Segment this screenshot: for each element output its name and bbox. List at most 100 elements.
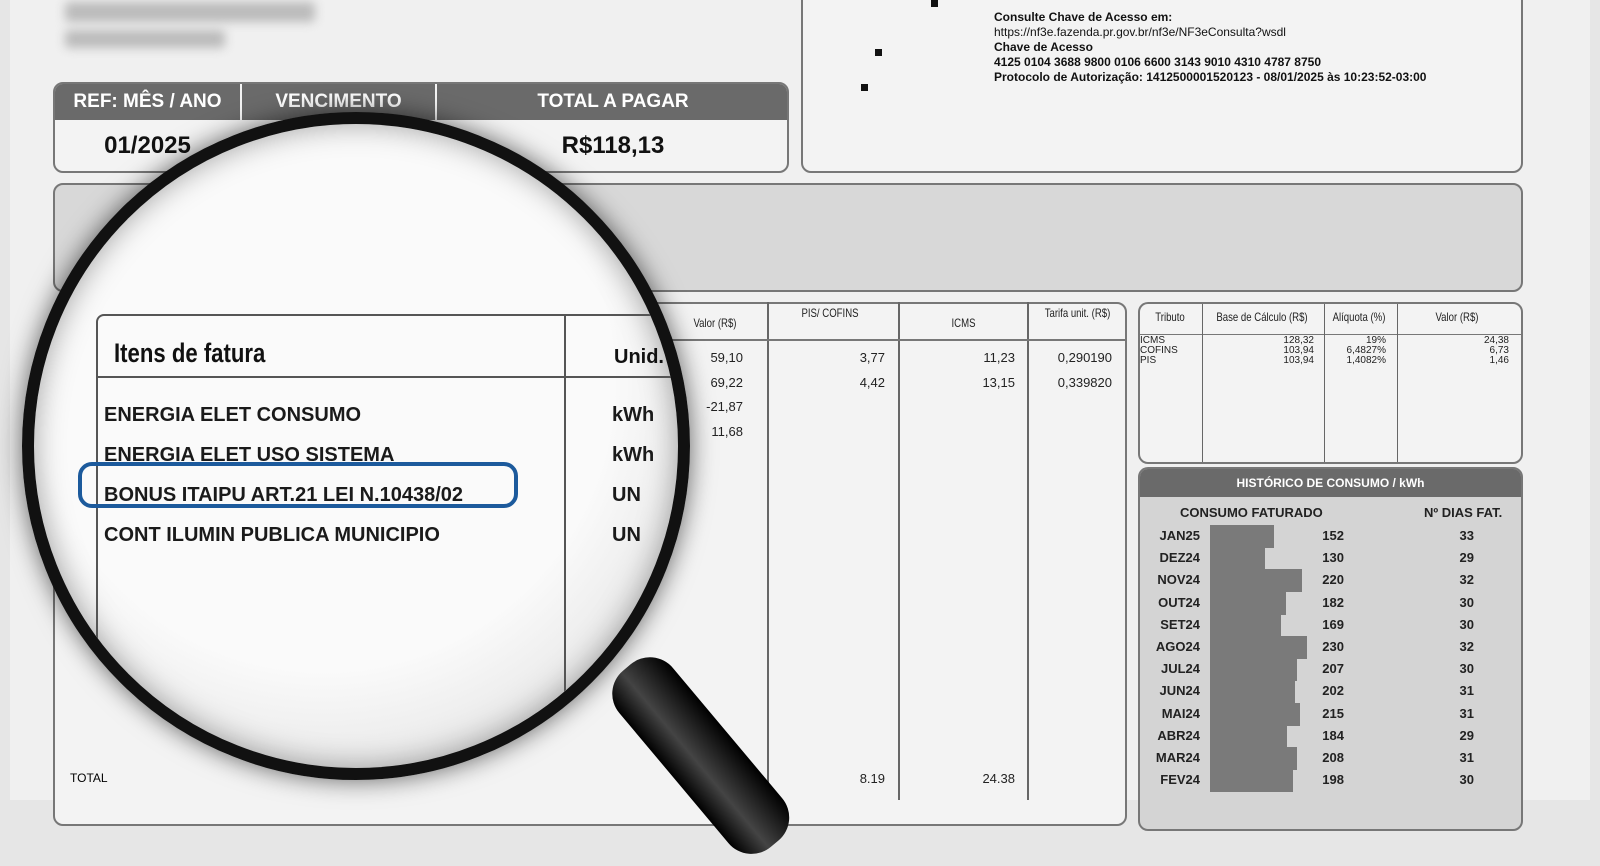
access-url[interactable]: https://nf3e.fazenda.pr.gov.br/nf3e/NF3e… (994, 25, 1286, 39)
history-kwh: 220 (1322, 572, 1344, 588)
item-unit: kWh (612, 404, 655, 426)
highlight-bonus-itaipu (78, 462, 518, 508)
history-month: SET24 (1160, 616, 1200, 632)
access-line3: Chave de Acesso (994, 40, 1093, 54)
tax-header: Base de Cálculo (R$) (1216, 310, 1308, 324)
history-days: 31 (1459, 750, 1474, 765)
history-month: DEZ24 (1159, 550, 1200, 566)
history-month: MAI24 (1161, 705, 1200, 721)
total-pis: 8.19 (859, 771, 885, 786)
access-key: 4125 0104 3688 9800 0106 6600 3143 9010 … (994, 55, 1321, 69)
magnifier-lens: Itens de fatura Unid. ENERGIA ELET CONSU… (22, 112, 690, 780)
ref-label: REF: MÊS / ANO (55, 84, 240, 120)
access-line1: Consulte Chave de Acesso em: (994, 10, 1173, 24)
item-description: CONT ILUMIN PUBLICA MUNICIPIO (104, 524, 440, 546)
total-icms: 24.38 (982, 771, 1015, 786)
history-col-dias: Nº DIAS FAT. (1424, 505, 1503, 520)
item-description: ENERGIA ELET CONSUMO (104, 404, 362, 426)
item-valor: 59,10 (710, 350, 743, 365)
history-title: HISTÓRICO DE CONSUMO / kWh (1140, 469, 1521, 497)
history-kwh: 152 (1322, 528, 1344, 543)
unit-header: Unid. (614, 346, 664, 368)
history-month: OUT24 (1158, 594, 1200, 610)
header-pis-cofins: PIS/ COFINS (801, 306, 859, 320)
zoomed-column-divider (564, 314, 566, 768)
consumption-bar (1210, 769, 1294, 793)
tax-header: Valor (R$) (1435, 310, 1479, 324)
history-kwh: 215 (1322, 705, 1344, 721)
ref-value: 01/2025 (104, 132, 191, 159)
history-days: 30 (1459, 616, 1474, 632)
item-unit: UN (612, 484, 641, 506)
history-days: 30 (1459, 661, 1474, 677)
tax-cell: COFINS (1140, 345, 1178, 356)
item-pis-cofins: 4,42 (859, 374, 885, 390)
history-kwh: 207 (1322, 661, 1344, 677)
tax-table (1138, 302, 1523, 464)
tax-cell: 103,94 (1283, 355, 1314, 366)
history-days: 29 (1459, 727, 1474, 743)
history-kwh: 184 (1322, 727, 1344, 743)
item-description: ENERGIA ELET USO SISTEMA (104, 444, 395, 466)
total-row-label: TOTAL (70, 771, 108, 785)
header-tarifa: Tarifa unit. (R$) (1044, 306, 1111, 320)
history-month: ABR24 (1157, 727, 1200, 743)
tax-cell: 1,46 (1489, 355, 1509, 366)
tax-header: Tributo (1155, 310, 1185, 324)
history-month: FEV24 (1160, 772, 1200, 788)
history-month: JUL24 (1160, 661, 1200, 677)
blurred-address (65, 2, 315, 22)
history-kwh: 198 (1322, 772, 1344, 788)
consumption-bar (1210, 658, 1297, 682)
history-days: 29 (1459, 550, 1474, 566)
history-days: 32 (1459, 572, 1474, 588)
history-days: 30 (1459, 772, 1474, 788)
column-divider (767, 302, 769, 800)
history-days: 31 (1459, 705, 1474, 721)
history-kwh: 208 (1322, 750, 1344, 765)
item-valor: -21,87 (706, 399, 743, 414)
total-value: R$118,13 (561, 132, 665, 159)
tax-header: Alíquota (%) (1332, 310, 1386, 324)
history-month: JAN25 (1159, 528, 1200, 543)
history-days: 30 (1459, 594, 1474, 610)
tax-cell: 1,4082% (1346, 355, 1386, 366)
zoomed-items-table (96, 314, 678, 768)
history-kwh: 182 (1322, 594, 1344, 610)
history-month: MAR24 (1155, 750, 1200, 765)
tax-cell: 103,94 (1283, 345, 1314, 356)
item-tarifa: 0,339820 (1057, 374, 1112, 390)
header-icms: ICMS (951, 316, 976, 330)
item-description: BONUS ITAIPU ART.21 LEI N.10438/02 (104, 484, 464, 506)
history-month: NOV24 (1157, 572, 1200, 588)
history-kwh: 130 (1322, 550, 1344, 566)
consumption-bar (1210, 702, 1301, 726)
item-valor: 11,68 (711, 423, 743, 439)
qr-code[interactable] (826, 0, 966, 100)
item-pis-cofins: 3,77 (859, 350, 885, 365)
item-valor: 69,22 (710, 374, 743, 390)
column-divider (1027, 302, 1029, 800)
access-info: Consulte Chave de Acesso em: https://nf3… (994, 10, 1426, 85)
history-kwh: 169 (1322, 616, 1344, 632)
consumption-bar (1210, 636, 1307, 659)
tax-cell: 6,4827% (1346, 345, 1386, 356)
tax-cell: 24,38 (1483, 335, 1509, 346)
tax-cell: 6,73 (1489, 345, 1509, 356)
item-icms: 11,23 (983, 350, 1015, 365)
history-days: 32 (1459, 639, 1474, 654)
history-kwh: 202 (1322, 683, 1344, 699)
history-month: AGO24 (1155, 639, 1200, 654)
consumption-bar (1210, 613, 1281, 637)
access-key-box (801, 0, 1523, 173)
history-kwh: 230 (1322, 639, 1344, 654)
history-days: 31 (1459, 683, 1474, 699)
total-label: TOTAL A PAGAR (437, 84, 787, 120)
consumption-bar (1210, 569, 1303, 593)
zoomed-header-divider (96, 376, 678, 378)
tax-cell: 128,32 (1283, 335, 1314, 346)
consumption-bar (1210, 724, 1288, 748)
consumption-bar (1210, 547, 1265, 571)
item-unit: UN (612, 524, 641, 546)
header-divider (660, 339, 1125, 341)
